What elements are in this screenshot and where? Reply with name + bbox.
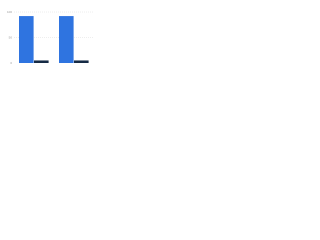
y-tick-label: 50 [9, 35, 13, 39]
y-tick-label: 0 [10, 61, 12, 65]
page: {"chart_data": {"type": "bar", "categori… [0, 0, 100, 71]
y-tick-label: 100 [7, 10, 12, 14]
bar [34, 60, 49, 63]
bar [19, 16, 34, 63]
bar [74, 60, 89, 63]
chart: 0 50 100 [7, 10, 94, 65]
bar [59, 16, 74, 63]
